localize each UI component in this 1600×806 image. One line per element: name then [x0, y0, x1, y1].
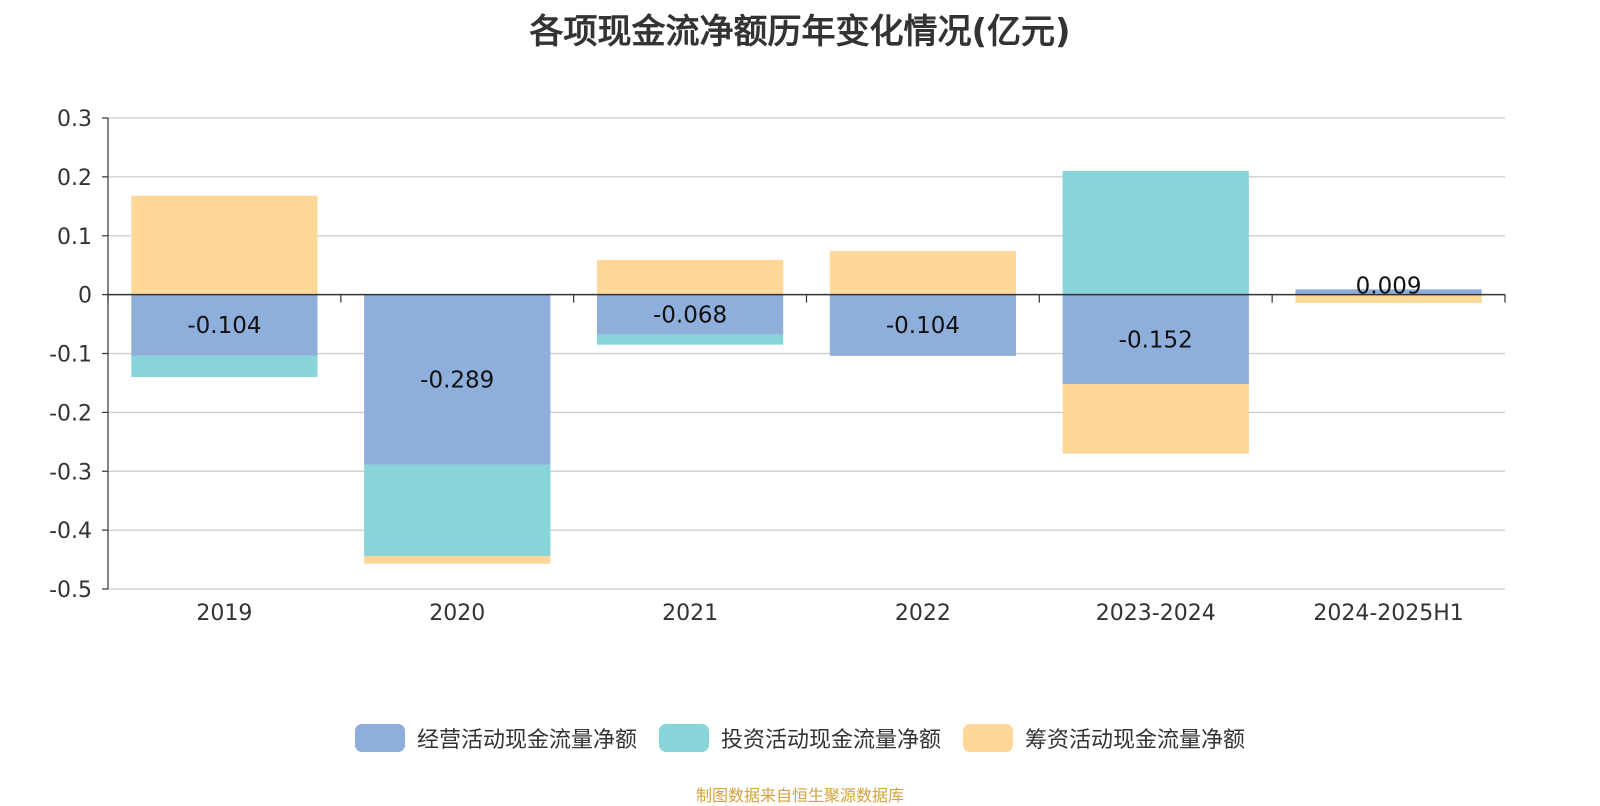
x-tick-label: 2021: [662, 601, 718, 626]
bar-segment-2[interactable]: [596, 334, 784, 345]
x-tick-label: 2023-2024: [1096, 601, 1216, 626]
bar-segment-3[interactable]: [364, 556, 551, 564]
x-tick-label: 2022: [895, 601, 951, 626]
y-tick-label: 0.2: [57, 166, 92, 191]
x-tick-label: 2019: [196, 601, 252, 626]
data-label: -0.152: [1119, 327, 1193, 353]
bar-segment-1[interactable]: [1062, 294, 1249, 385]
y-tick-label: -0.3: [49, 460, 92, 485]
legend-item[interactable]: 经营活动现金流量净额: [354, 722, 637, 754]
data-label: -0.068: [653, 303, 727, 329]
bar-segment-3[interactable]: [829, 251, 1017, 295]
bar-segment-1[interactable]: [829, 294, 1017, 356]
legend-swatch: [658, 724, 709, 752]
chart-title: 各项现金流净额历年变化情况(亿元): [529, 12, 1071, 52]
data-label: -0.104: [187, 313, 261, 339]
legend-label: 投资活动现金流量净额: [720, 728, 941, 753]
legend-swatch: [963, 724, 1013, 752]
data-label: -0.289: [420, 368, 494, 394]
bar-segment-1[interactable]: [364, 294, 551, 465]
y-tick-label: 0.3: [57, 107, 92, 132]
bar-segment-3[interactable]: [131, 195, 318, 295]
y-tick-label: 0: [78, 284, 92, 309]
bar-segment-2[interactable]: [364, 464, 551, 557]
y-tick-label: 0.1: [57, 225, 92, 250]
data-label: -0.104: [886, 313, 960, 339]
bar-segment-1[interactable]: [596, 294, 784, 335]
legend-label: 筹资活动现金流量净额: [1025, 728, 1246, 753]
legend-item[interactable]: 投资活动现金流量净额: [658, 722, 941, 754]
x-tick-label: 2024-2025H1: [1313, 601, 1463, 626]
bar-segment-2[interactable]: [1062, 170, 1249, 295]
legend: 经营活动现金流量净额 投资活动现金流量净额 筹资活动现金流量净额: [0, 722, 1600, 754]
y-tick-label: -0.2: [49, 401, 92, 426]
y-tick-label: -0.4: [49, 519, 92, 544]
bar-segment-3[interactable]: [596, 259, 784, 295]
legend-item[interactable]: 筹资活动现金流量净额: [963, 722, 1245, 754]
legend-swatch: [354, 724, 405, 752]
source-note: 制图数据来自恒生聚源数据库: [695, 786, 904, 805]
bar-segment-3[interactable]: [1295, 294, 1482, 303]
bar-segment-2[interactable]: [131, 355, 318, 378]
bar-segment-1[interactable]: [1295, 289, 1482, 295]
legend-label: 经营活动现金流量净额: [416, 728, 637, 753]
bar-segment-3[interactable]: [1062, 384, 1249, 454]
x-tick-label: 2020: [429, 601, 485, 626]
y-tick-label: -0.5: [49, 578, 92, 603]
chart-plot: 0.3 0.2 0.1 0 -0.1 -0.2 -0.3 -0.4 -0.5 2019 2020 20…: [49, 107, 1506, 626]
data-label: 0.009: [1356, 273, 1422, 299]
y-tick-label: -0.1: [49, 343, 92, 368]
bar-segment-1[interactable]: [131, 294, 318, 356]
